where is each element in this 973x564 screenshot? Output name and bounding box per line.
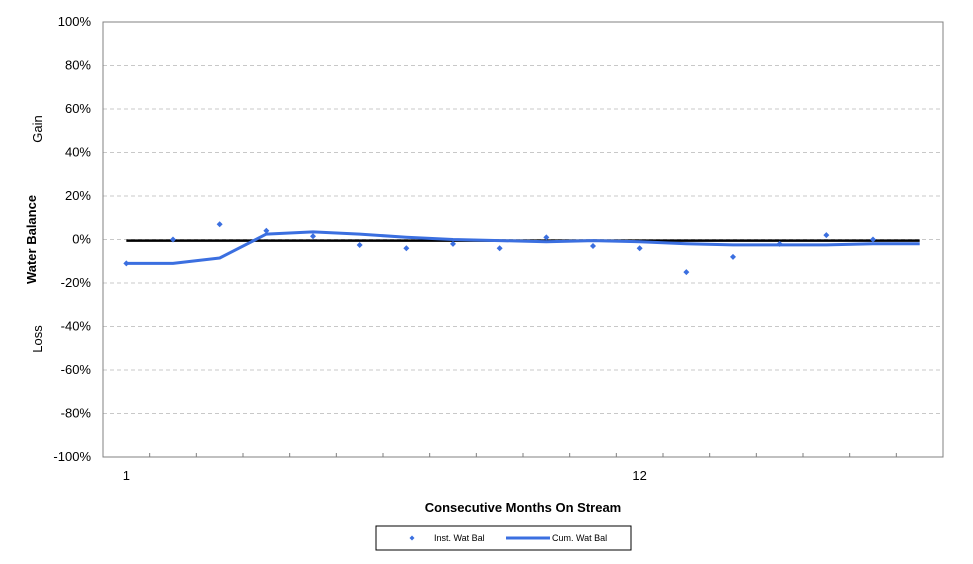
data-point-inst (823, 232, 830, 239)
data-point-inst (870, 236, 876, 243)
legend: Inst. Wat Bal Cum. Wat Bal (375, 525, 632, 551)
data-point-inst (730, 253, 736, 260)
data-point-inst (543, 234, 550, 241)
data-point-inst (590, 243, 596, 250)
series-line-cum (126, 230, 920, 265)
y-tick-labels: -100% -80% -60% -40% -20% 0% 20% 40% 60% 80% 100% (53, 14, 91, 464)
data-point-inst (776, 240, 783, 247)
x-minor-ticks (149, 453, 944, 457)
y-tick-label: 100% (58, 14, 92, 29)
data-point-inst (310, 233, 316, 240)
y-tick-label: -20% (61, 275, 92, 290)
data-point-inst (636, 245, 643, 252)
data-point-inst (123, 260, 130, 267)
data-point-inst (496, 245, 503, 252)
x-tick-label: 1 (123, 468, 130, 483)
legend-box (375, 525, 632, 551)
data-point-inst (403, 245, 410, 252)
data-point-inst (683, 269, 690, 276)
data-point-inst (263, 227, 270, 234)
x-tick-labels: 1 12 (123, 468, 647, 483)
x-axis-title: Consecutive Months On Stream (425, 500, 621, 515)
data-point-inst (356, 241, 363, 248)
y-tick-label: 0% (72, 232, 91, 247)
series-layer (123, 221, 920, 276)
y-tick-label: 40% (65, 145, 91, 160)
y-tick-label: -40% (61, 319, 92, 334)
gain-region-label: Gain (30, 115, 45, 142)
legend-marker-inst (409, 535, 415, 541)
loss-region-label: Loss (30, 325, 45, 353)
y-tick-label: -100% (53, 449, 91, 464)
y-tick-label: -80% (61, 406, 92, 421)
y-tick-label: 60% (65, 101, 91, 116)
y-tick-label: 80% (65, 58, 91, 73)
data-point-inst (216, 221, 223, 228)
y-tick-label: 20% (65, 188, 91, 203)
plot-frame (102, 21, 944, 458)
legend-label-inst: Inst. Wat Bal (434, 533, 485, 543)
y-tick-label: -60% (61, 362, 92, 377)
data-point-inst (170, 236, 176, 243)
y-axis-title: Water Balance (24, 195, 39, 284)
data-point-inst (450, 240, 456, 247)
legend-label-cum: Cum. Wat Bal (552, 533, 607, 543)
x-tick-label: 12 (632, 468, 646, 483)
